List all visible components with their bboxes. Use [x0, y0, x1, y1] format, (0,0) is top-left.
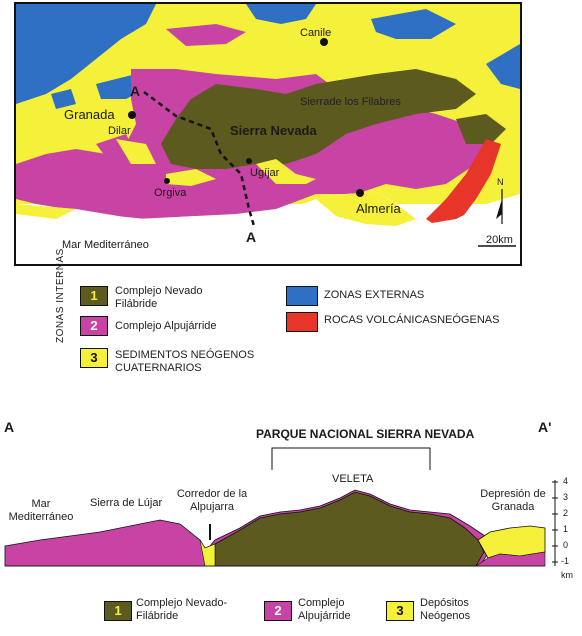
section-start-label: A: [130, 83, 141, 99]
scale-label: 20km: [486, 234, 513, 246]
north-label: N: [497, 177, 504, 187]
section-lujar-label: Sierra de Lújar: [90, 497, 163, 509]
volcanic-rocks-area: [426, 139, 501, 229]
place-ugijar: Ugíjar: [250, 167, 280, 179]
almeria-dot: [356, 189, 364, 197]
granada-dot: [128, 111, 136, 119]
nevado-filabride-area: [161, 69, 476, 169]
place-sierra-filabres: Sierrade los Filabres: [300, 96, 401, 108]
place-dilar: Dilar: [108, 125, 131, 137]
external-zones-nw: [16, 4, 156, 104]
axis-tick-2: 2: [563, 508, 569, 518]
legend-box-volcanicas: [286, 312, 318, 332]
section-legend-label-2: Complejo Alpujárride: [298, 597, 351, 622]
place-orgiva: Orgiva: [154, 187, 187, 199]
axis-tick-3: 3: [563, 492, 569, 502]
axis-tick-minus1: -1: [561, 556, 570, 566]
place-canile: Canile: [300, 27, 332, 39]
section-legend-box-1: 1: [104, 601, 132, 621]
legend-box-2: 2: [80, 316, 108, 336]
zonas-internas-label: ZONAS INTERNAS: [55, 248, 66, 343]
section-legend-box-2: 2: [264, 601, 292, 621]
section-corredor-label: Corredor de la Alpujarra: [176, 488, 248, 513]
park-title: PARQUE NACIONAL SIERRA NEVADA: [256, 427, 475, 441]
legend-box-1: 1: [80, 286, 108, 306]
axis-tick-1: 1: [563, 524, 569, 534]
legend-label-externas: ZONAS EXTERNAS: [324, 289, 425, 301]
legend-label-2: Complejo Alpujárride: [115, 320, 217, 332]
axis-tick-4: 4: [563, 476, 569, 486]
legend-box-externas: [286, 286, 318, 306]
section-right-label: A': [538, 419, 552, 435]
place-almeria: Almería: [356, 201, 401, 216]
section-legend-label-1: Complejo Nevado-Filábride: [136, 597, 228, 622]
ugijar-dot: [246, 158, 252, 164]
section-depresion-label: Depresión de Granada: [480, 488, 546, 513]
map-drawing: [16, 4, 520, 264]
canile-dot: [320, 38, 328, 46]
place-sierra-nevada: Sierra Nevada: [230, 123, 317, 138]
legend-label-volcanicas: ROCAS VOLCÁNICASNEÓGENAS: [324, 314, 500, 326]
section-legend-label-3: Depósitos Neógenos: [420, 597, 471, 622]
legend-label-3: SEDIMENTOS NEÓGENOS CUATERNARIOS: [115, 349, 255, 374]
axis-tick-0: 0: [563, 540, 569, 550]
section-left-label: A: [4, 419, 15, 435]
orgiva-dot: [164, 178, 170, 184]
axis-unit: km: [561, 570, 573, 580]
place-granada: Granada: [64, 107, 115, 122]
section-line: [143, 91, 256, 227]
veleta-label: VELETA: [332, 473, 374, 485]
section-end-label: A: [246, 229, 257, 245]
geologic-map: Canile Sierrade los Filabres A Granada D…: [14, 2, 522, 266]
section-mar-label: Mar Mediterráneo: [8, 498, 74, 523]
cross-section: [4, 447, 558, 567]
legend-label-1: Complejo Nevado Filábride: [115, 285, 203, 310]
section-legend-box-3: 3: [386, 601, 414, 621]
legend-box-3: 3: [80, 348, 108, 368]
place-mar: Mar Mediterráneo: [62, 239, 149, 251]
